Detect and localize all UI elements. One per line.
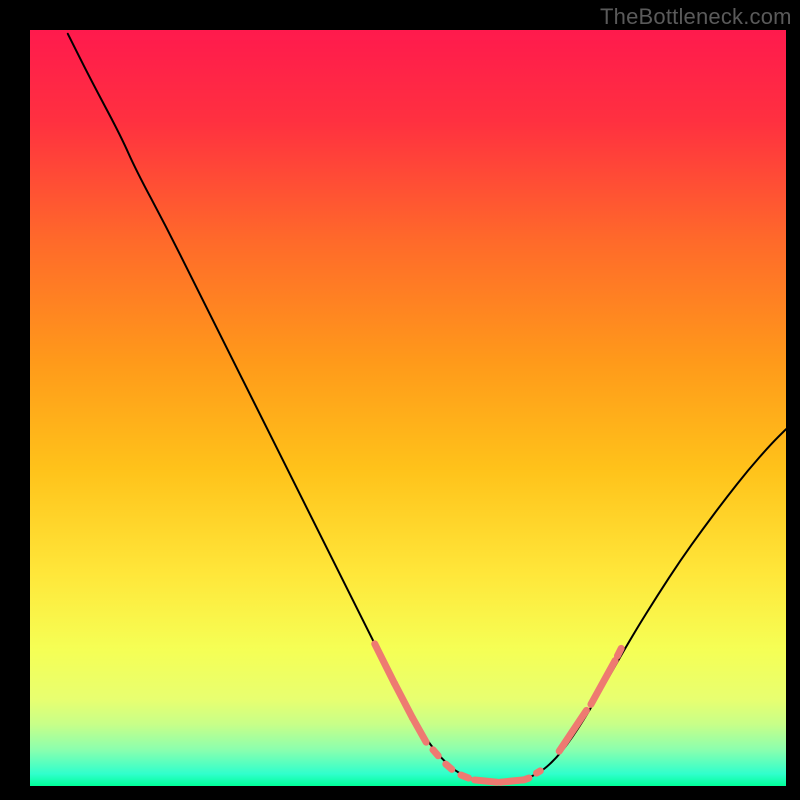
marker-segment bbox=[500, 780, 523, 782]
bottleneck-curve bbox=[68, 34, 786, 782]
marker-segment bbox=[559, 710, 586, 751]
plot-area bbox=[30, 30, 786, 786]
curve-layer bbox=[30, 30, 786, 786]
marker-segment bbox=[433, 750, 438, 756]
chart-root: TheBottleneck.com bbox=[0, 0, 800, 800]
marker-segment bbox=[375, 644, 395, 683]
marker-segment bbox=[475, 780, 498, 782]
watermark-text: TheBottleneck.com bbox=[600, 4, 792, 30]
marker-segment bbox=[446, 764, 452, 769]
marker-segment bbox=[394, 683, 412, 718]
marker-group bbox=[375, 644, 621, 782]
marker-segment bbox=[537, 771, 541, 773]
marker-segment bbox=[461, 775, 469, 778]
marker-segment bbox=[413, 718, 427, 742]
marker-segment bbox=[591, 661, 615, 705]
marker-segment bbox=[524, 778, 529, 780]
marker-segment bbox=[617, 648, 621, 656]
